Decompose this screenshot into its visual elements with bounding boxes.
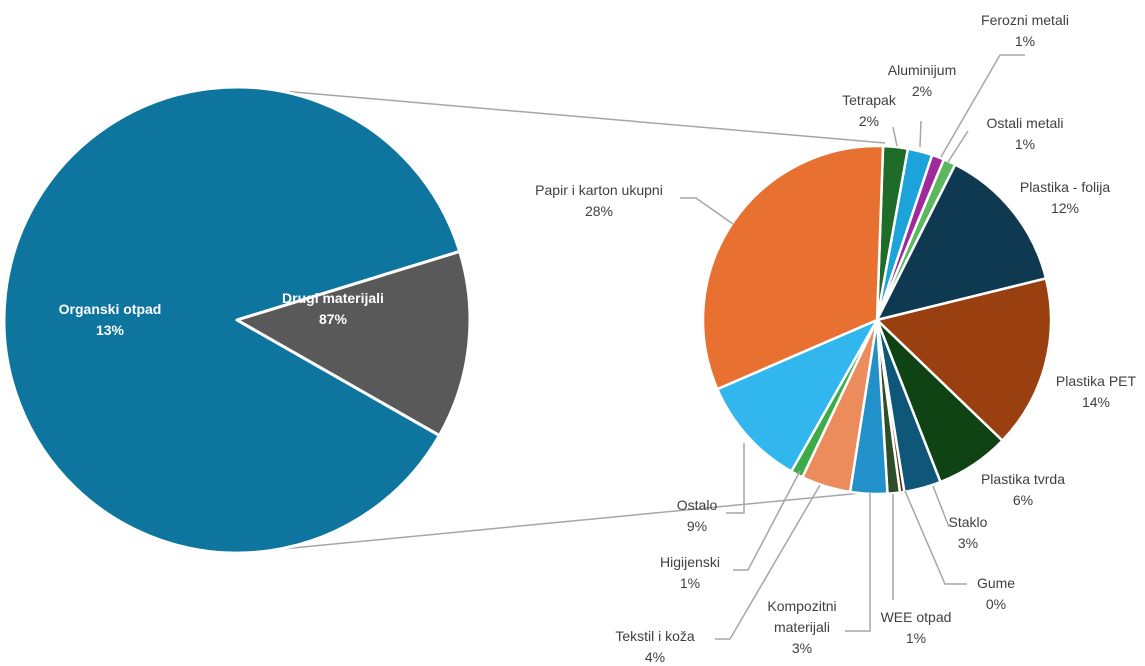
main-pie (2, 85, 472, 555)
main-label-organski-otpad: Organski otpad 13% (59, 301, 162, 338)
connector-top (281, 90, 886, 144)
secondary-label-ferozni-metali: Ferozni metali 1% (981, 12, 1069, 49)
secondary-label-wee-otpad: WEE otpad 1% (881, 609, 952, 646)
secondary-slice-ostalo (716, 318, 879, 473)
main-slice-drugi-materijali (2, 85, 462, 555)
secondary-slice-plastika-folija (875, 163, 1048, 322)
secondary-label-tekstil-i-koza: Tekstil i koža 4% (615, 628, 695, 665)
connector-lines (281, 90, 886, 550)
secondary-label-ostalo: Ostalo 9% (677, 497, 718, 534)
leader-staklo (932, 485, 950, 528)
secondary-label-gume: Gume 0% (977, 575, 1015, 612)
secondary-pie (701, 144, 1053, 496)
leader-tekstil-i-koza (715, 484, 821, 640)
secondary-label-aluminijum: Aluminijum 2% (888, 62, 956, 99)
leader-aluminijum (919, 120, 922, 148)
secondary-label-tetrapak: Tetrapak 2% (842, 92, 897, 129)
leader-lines (680, 54, 1025, 640)
secondary-label-kompozitni-materijali: Kompozitni materijali 3% (767, 598, 836, 656)
leader-ferozni-metali (940, 54, 1025, 158)
secondary-slice-plastika-pet (875, 277, 1053, 442)
data-labels: Drugi materijali 87% Organski otpad 13% Tetr… (59, 12, 1137, 665)
leader-papir-i-karton-ukupni (680, 197, 734, 225)
leader-ostalo (726, 443, 745, 514)
secondary-slice-papir-i-karton-ukupni (701, 144, 885, 391)
secondary-label-higijenski: Higijenski 1% (660, 554, 720, 591)
leader-ostali-metali (947, 130, 969, 163)
leader-kompozitni-materijali (845, 493, 871, 632)
main-slice-organski-otpad (235, 249, 472, 437)
secondary-label-plastika-tvrda: Plastika tvrda 6% (981, 471, 1065, 508)
connector-bottom (281, 492, 863, 550)
secondary-label-ostali-metali: Ostali metali 1% (986, 115, 1063, 152)
leader-higijenski (733, 470, 801, 571)
leader-gume (904, 490, 967, 585)
secondary-label-plastika-pet: Plastika PET 14% (1056, 373, 1137, 410)
main-label-drugi-materijali: Drugi materijali 87% (282, 290, 384, 327)
secondary-label-papir-i-karton-ukupni: Papir i karton ukupni 28% (535, 182, 663, 219)
leader-tetrapak (892, 126, 898, 147)
secondary-label-staklo: Staklo 3% (949, 514, 988, 551)
secondary-label-plastika-folija: Plastika - folija 12% (1020, 179, 1110, 216)
